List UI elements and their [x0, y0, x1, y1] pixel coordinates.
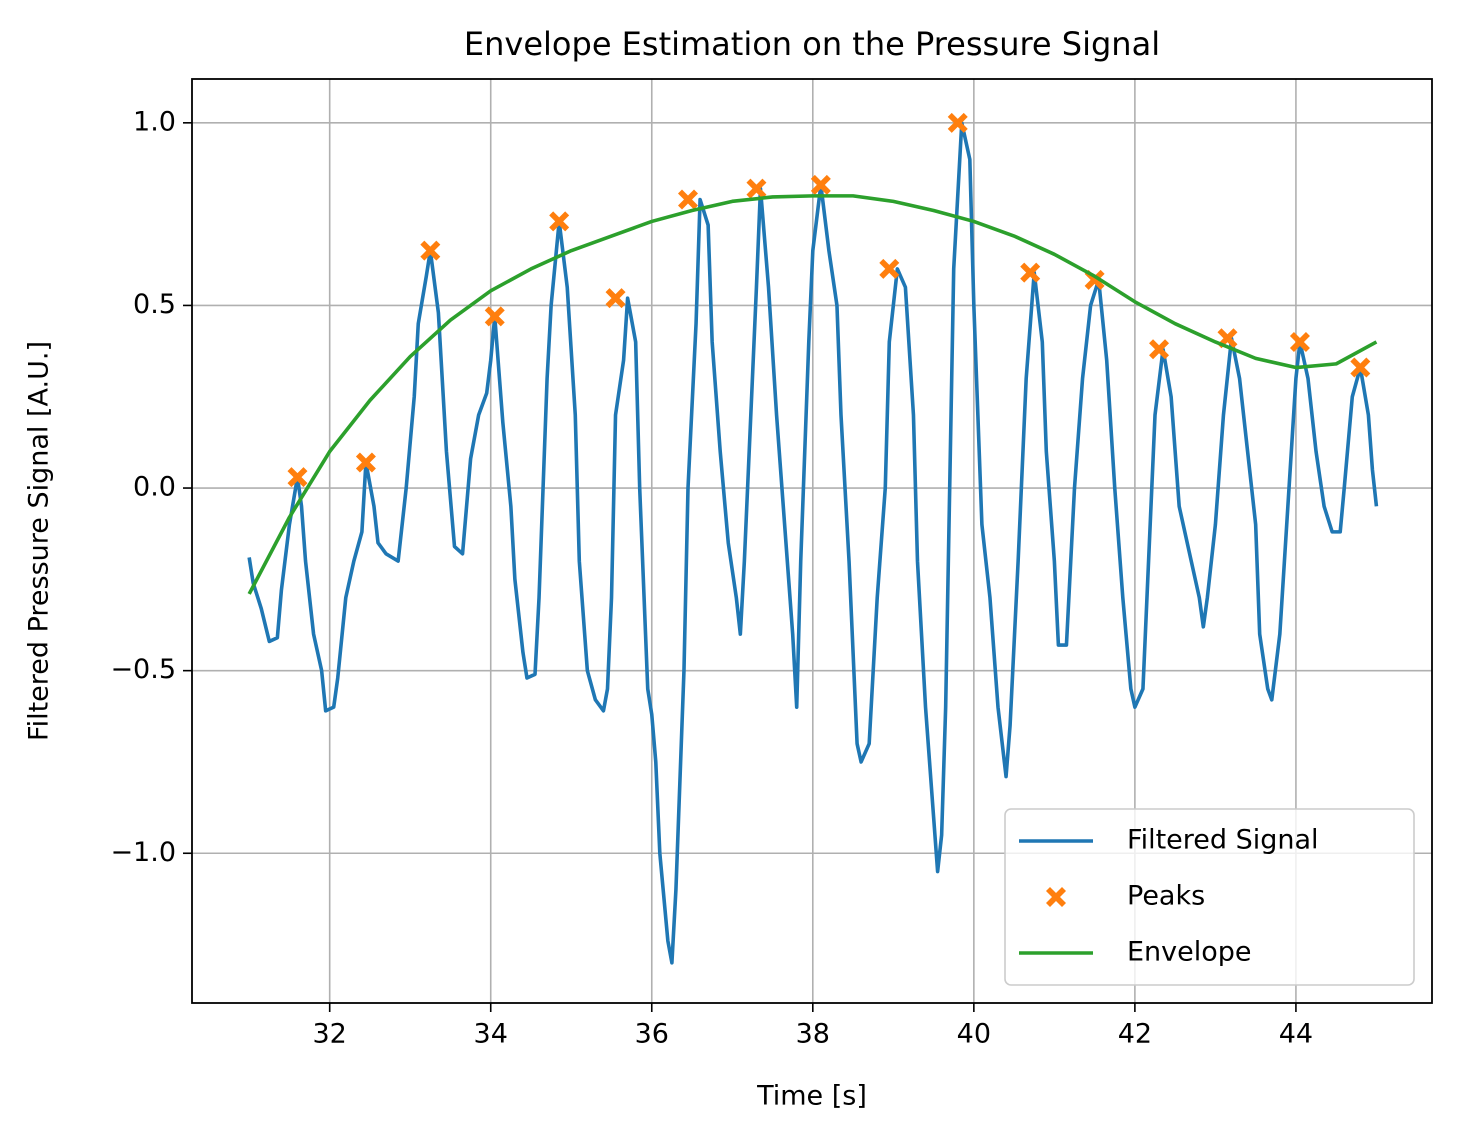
peak-marker	[1020, 262, 1041, 283]
y-tick-label: 1.0	[133, 106, 176, 137]
legend-label: Filtered Signal	[1127, 825, 1319, 856]
x-axis-label: Time [s]	[756, 1081, 867, 1112]
chart-title: Envelope Estimation on the Pressure Sign…	[464, 25, 1160, 63]
peak-marker	[1350, 357, 1371, 378]
x-tick-label: 36	[635, 1019, 669, 1050]
peak-marker	[1149, 339, 1170, 360]
peak-marker	[678, 189, 698, 210]
x-tick-label: 40	[957, 1019, 991, 1050]
y-tick-label: 0.5	[133, 289, 176, 320]
y-tick-label: 0.0	[133, 472, 176, 503]
x-tick-label: 42	[1118, 1019, 1152, 1050]
peak-marker	[810, 174, 831, 195]
legend: Filtered Signal Peaks Envelope	[1004, 808, 1415, 986]
x-tick-label: 34	[474, 1019, 508, 1050]
y-tick-label: −1.0	[110, 837, 176, 868]
peak-marker	[484, 306, 505, 327]
peak-marker	[746, 178, 767, 199]
y-tick-label: −0.5	[110, 654, 176, 685]
x-tick-label: 44	[1279, 1019, 1313, 1050]
series-line	[247, 194, 1378, 595]
plot-frame	[191, 78, 1433, 1004]
peak-marker	[287, 467, 308, 488]
x-tick-label: 32	[313, 1019, 347, 1050]
peak-marker	[947, 112, 968, 133]
peak-marker	[549, 211, 570, 232]
x-tick-label: 38	[796, 1019, 830, 1050]
legend-marker	[1046, 887, 1066, 907]
peak-marker	[420, 240, 441, 261]
peak-marker	[355, 452, 376, 473]
peak-marker	[1289, 331, 1310, 352]
peak-marker	[879, 258, 900, 279]
y-axis-label: Filtered Pressure Signal [A.U.]	[24, 341, 55, 741]
legend-label: Envelope	[1127, 937, 1252, 968]
legend-label: Peaks	[1127, 881, 1205, 912]
peak-marker	[605, 288, 626, 309]
legend-box	[1004, 808, 1415, 986]
series-line	[247, 121, 1379, 965]
